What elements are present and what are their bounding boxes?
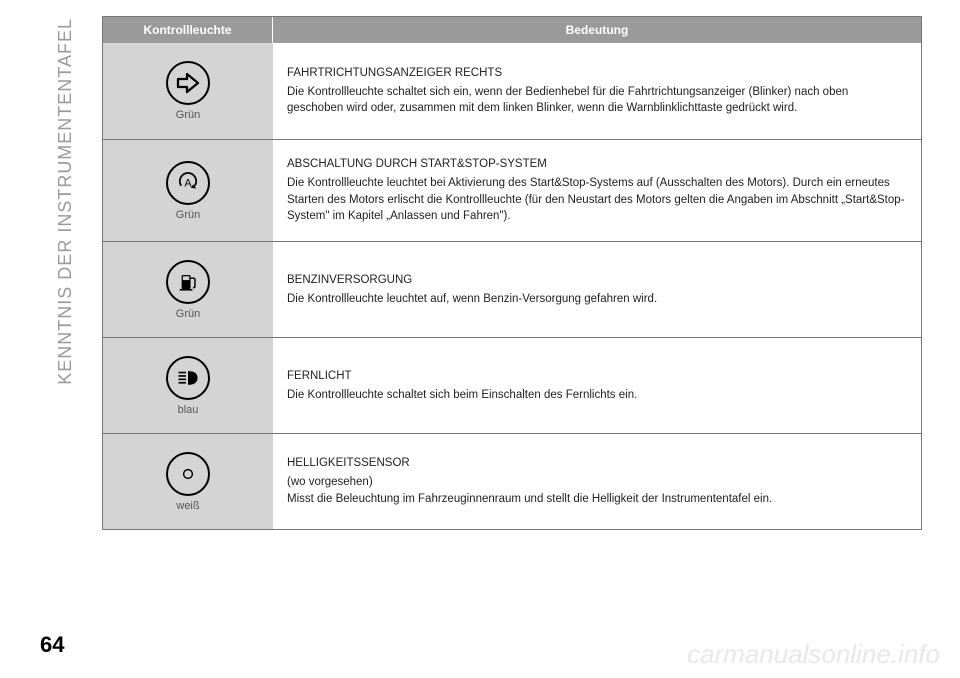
color-label: Grün — [176, 308, 200, 320]
icon-cell: Grün — [103, 43, 273, 139]
description-cell: FAHRTRICHTUNGSANZEIGER RECHTS Die Kontro… — [273, 43, 921, 139]
svg-text:A: A — [184, 177, 192, 189]
row-title: BENZINVERSORGUNG — [287, 272, 907, 289]
table-row: A Grün ABSCHALTUNG DURCH START&STOP-SYST… — [103, 139, 921, 241]
indicator-table: Kontrollleuchte Bedeutung Grün FAHRTRICH… — [102, 16, 922, 530]
brightness-sensor-icon — [166, 452, 210, 496]
row-title: FERNLICHT — [287, 368, 907, 385]
table-row: blau FERNLICHT Die Kontrollleuchte schal… — [103, 337, 921, 433]
header-bedeutung: Bedeutung — [273, 17, 921, 43]
color-label: blau — [178, 404, 199, 416]
start-stop-icon: A — [166, 161, 210, 205]
row-body: Die Kontrollleuchte leuchtet auf, wenn B… — [287, 291, 907, 308]
icon-cell: Grün — [103, 242, 273, 337]
description-cell: BENZINVERSORGUNG Die Kontrollleuchte leu… — [273, 242, 921, 337]
table-row: weiß HELLIGKEITSSENSOR (wo vorgesehen) M… — [103, 433, 921, 529]
color-label: Grün — [176, 209, 200, 221]
table-row: Grün BENZINVERSORGUNG Die Kontrollleucht… — [103, 241, 921, 337]
icon-cell: blau — [103, 338, 273, 433]
row-title: FAHRTRICHTUNGSANZEIGER RECHTS — [287, 65, 907, 82]
description-cell: FERNLICHT Die Kontrollleuchte schaltet s… — [273, 338, 921, 433]
color-label: weiß — [176, 500, 199, 512]
row-body: Die Kontrollleuchte leuchtet bei Aktivie… — [287, 175, 907, 225]
fuel-pump-icon — [166, 260, 210, 304]
watermark: carmanualsonline.info — [687, 639, 940, 670]
row-body: Die Kontrollleuchte schaltet sich beim E… — [287, 387, 907, 404]
row-subtitle: (wo vorgesehen) — [287, 474, 907, 491]
section-title: KENNTNIS DER INSTRUMENTENTAFEL — [55, 18, 76, 385]
row-title: HELLIGKEITSSENSOR — [287, 455, 907, 472]
table-row: Grün FAHRTRICHTUNGSANZEIGER RECHTS Die K… — [103, 43, 921, 139]
header-kontrollleuchte: Kontrollleuchte — [103, 17, 273, 43]
icon-cell: weiß — [103, 434, 273, 529]
row-title: ABSCHALTUNG DURCH START&STOP-SYSTEM — [287, 156, 907, 173]
row-body: Die Kontrollleuchte schaltet sich ein, w… — [287, 84, 907, 117]
page-number: 64 — [40, 632, 64, 658]
color-label: Grün — [176, 109, 200, 121]
arrow-right-icon — [166, 61, 210, 105]
row-body: Misst die Beleuchtung im Fahrzeuginnenra… — [287, 491, 907, 508]
table-header-row: Kontrollleuchte Bedeutung — [103, 17, 921, 43]
description-cell: HELLIGKEITSSENSOR (wo vorgesehen) Misst … — [273, 434, 921, 529]
icon-cell: A Grün — [103, 140, 273, 241]
description-cell: ABSCHALTUNG DURCH START&STOP-SYSTEM Die … — [273, 140, 921, 241]
high-beam-icon — [166, 356, 210, 400]
